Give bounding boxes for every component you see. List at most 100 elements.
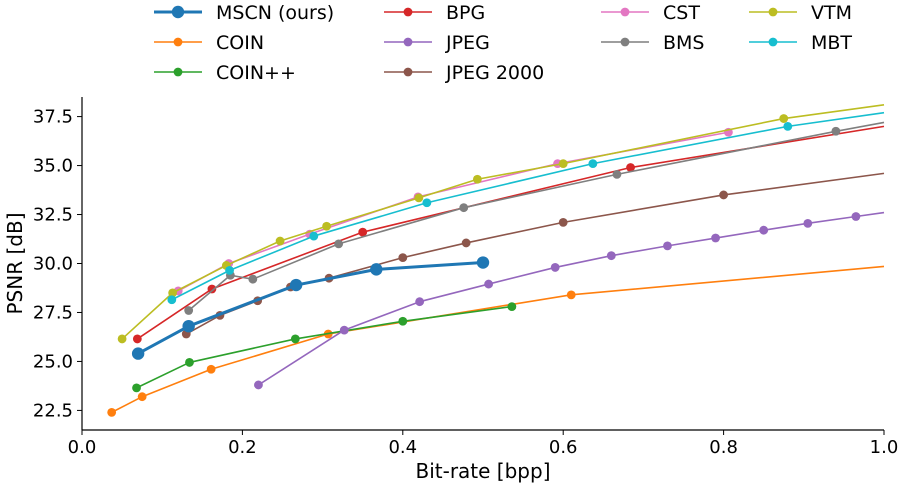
- data-point: [831, 126, 841, 136]
- legend-marker: [620, 7, 630, 17]
- data-point: [132, 383, 141, 393]
- legend-marker: [171, 5, 185, 19]
- chart-legend: MSCN (ours) COIN COIN++ BPG JPEG JPEG 2000 CST…: [154, 2, 852, 84]
- y-tick-label: 37.5: [33, 107, 73, 128]
- data-point: [461, 238, 471, 248]
- data-point: [472, 174, 482, 184]
- data-point: [322, 221, 332, 231]
- legend-label: VTM: [811, 2, 852, 24]
- data-point: [107, 407, 117, 417]
- data-point: [117, 334, 127, 344]
- legend-label: JPEG: [445, 32, 490, 54]
- y-tick-label: 35.0: [33, 156, 73, 177]
- legend-marker: [768, 37, 778, 47]
- x-tick-label: 0.6: [549, 437, 578, 458]
- data-point: [711, 233, 720, 243]
- legend-item-cst: CST: [601, 2, 700, 24]
- data-point: [358, 227, 368, 237]
- chart-axes: 0.0 0.2 0.4 0.6 0.8 1.0 22.5 25.0 27.5 30.0 32.5 35…: [33, 97, 898, 458]
- data-point: [459, 203, 469, 213]
- data-point: [803, 218, 813, 228]
- data-point: [606, 251, 616, 261]
- data-point: [398, 316, 408, 326]
- x-axis-label: Bit-rate [bpp]: [415, 459, 550, 483]
- legend-item-coin: COIN: [154, 32, 264, 54]
- legend-item-jpeg: JPEG: [384, 32, 490, 54]
- x-tick-label: 0.2: [228, 437, 257, 458]
- data-point: [289, 278, 303, 292]
- legend-label: JPEG 2000: [445, 62, 544, 84]
- legend-marker: [403, 37, 413, 47]
- data-point: [414, 193, 424, 203]
- data-point: [626, 163, 635, 172]
- series-line-mbt: [171, 111, 885, 301]
- data-point: [851, 212, 861, 221]
- data-point: [334, 239, 344, 249]
- data-point: [185, 358, 194, 367]
- series-line-vtm: [121, 104, 885, 340]
- legend-label: BPG: [446, 2, 485, 24]
- y-tick-label: 25.0: [33, 351, 73, 372]
- data-point: [566, 290, 576, 300]
- legend-item-mscn-ours: MSCN (ours): [154, 2, 334, 24]
- series-bms: [184, 121, 885, 315]
- series-jpeg: [254, 211, 885, 390]
- series-coin: [132, 302, 517, 393]
- data-point: [558, 159, 568, 169]
- data-point: [339, 325, 349, 335]
- legend-item-vtm: VTM: [749, 2, 852, 24]
- legend-item-bms: BMS: [601, 32, 705, 54]
- data-point: [783, 121, 793, 131]
- legend-marker: [173, 67, 183, 77]
- series-line-jpeg: [258, 211, 885, 386]
- data-point: [275, 236, 285, 246]
- x-tick-label: 0.0: [68, 437, 97, 458]
- data-point: [254, 380, 263, 390]
- series-bpg: [132, 125, 885, 344]
- legend-marker: [173, 37, 183, 47]
- data-point: [759, 225, 769, 235]
- series-line-coin: [111, 265, 885, 414]
- legend-marker: [620, 37, 630, 47]
- y-tick-label: 22.5: [33, 400, 73, 421]
- data-point: [588, 159, 598, 169]
- y-tick-label: 30.0: [33, 254, 73, 275]
- data-point: [168, 288, 178, 298]
- x-tick-label: 1.0: [870, 437, 899, 458]
- data-point: [370, 263, 383, 276]
- series-mbt: [167, 111, 885, 305]
- legend-item-bpg: BPG: [384, 2, 485, 24]
- legend-label: COIN: [216, 32, 264, 54]
- legend-marker: [403, 7, 413, 17]
- data-point: [612, 169, 622, 179]
- data-point: [550, 263, 560, 272]
- legend-label: BMS: [663, 32, 705, 54]
- data-point: [167, 295, 177, 305]
- series-line-jpeg-2000: [185, 172, 885, 335]
- series-coin: [107, 265, 885, 417]
- legend-label: MSCN (ours): [216, 2, 334, 24]
- x-tick-label: 0.8: [709, 437, 738, 458]
- legend-label: MBT: [811, 32, 852, 54]
- data-point: [225, 265, 234, 275]
- chart-series: [107, 104, 885, 417]
- data-point: [415, 297, 425, 307]
- series-line-cst: [177, 131, 729, 292]
- y-axis-label: PSNR [dB]: [3, 213, 27, 315]
- legend-label: COIN++: [216, 62, 296, 84]
- series-mscn-ours: [131, 256, 490, 360]
- data-point: [663, 241, 672, 251]
- data-point: [507, 302, 517, 311]
- legend-marker: [403, 67, 413, 77]
- legend-marker: [768, 7, 778, 17]
- legend-item-coin: COIN++: [154, 62, 296, 84]
- data-point: [719, 190, 728, 200]
- legend-item-jpeg-2000: JPEG 2000: [384, 62, 544, 84]
- data-point: [309, 231, 319, 241]
- data-point: [184, 306, 194, 315]
- data-point: [422, 198, 432, 208]
- data-point: [398, 253, 408, 263]
- y-tick-label: 27.5: [33, 302, 73, 323]
- data-point: [779, 114, 789, 123]
